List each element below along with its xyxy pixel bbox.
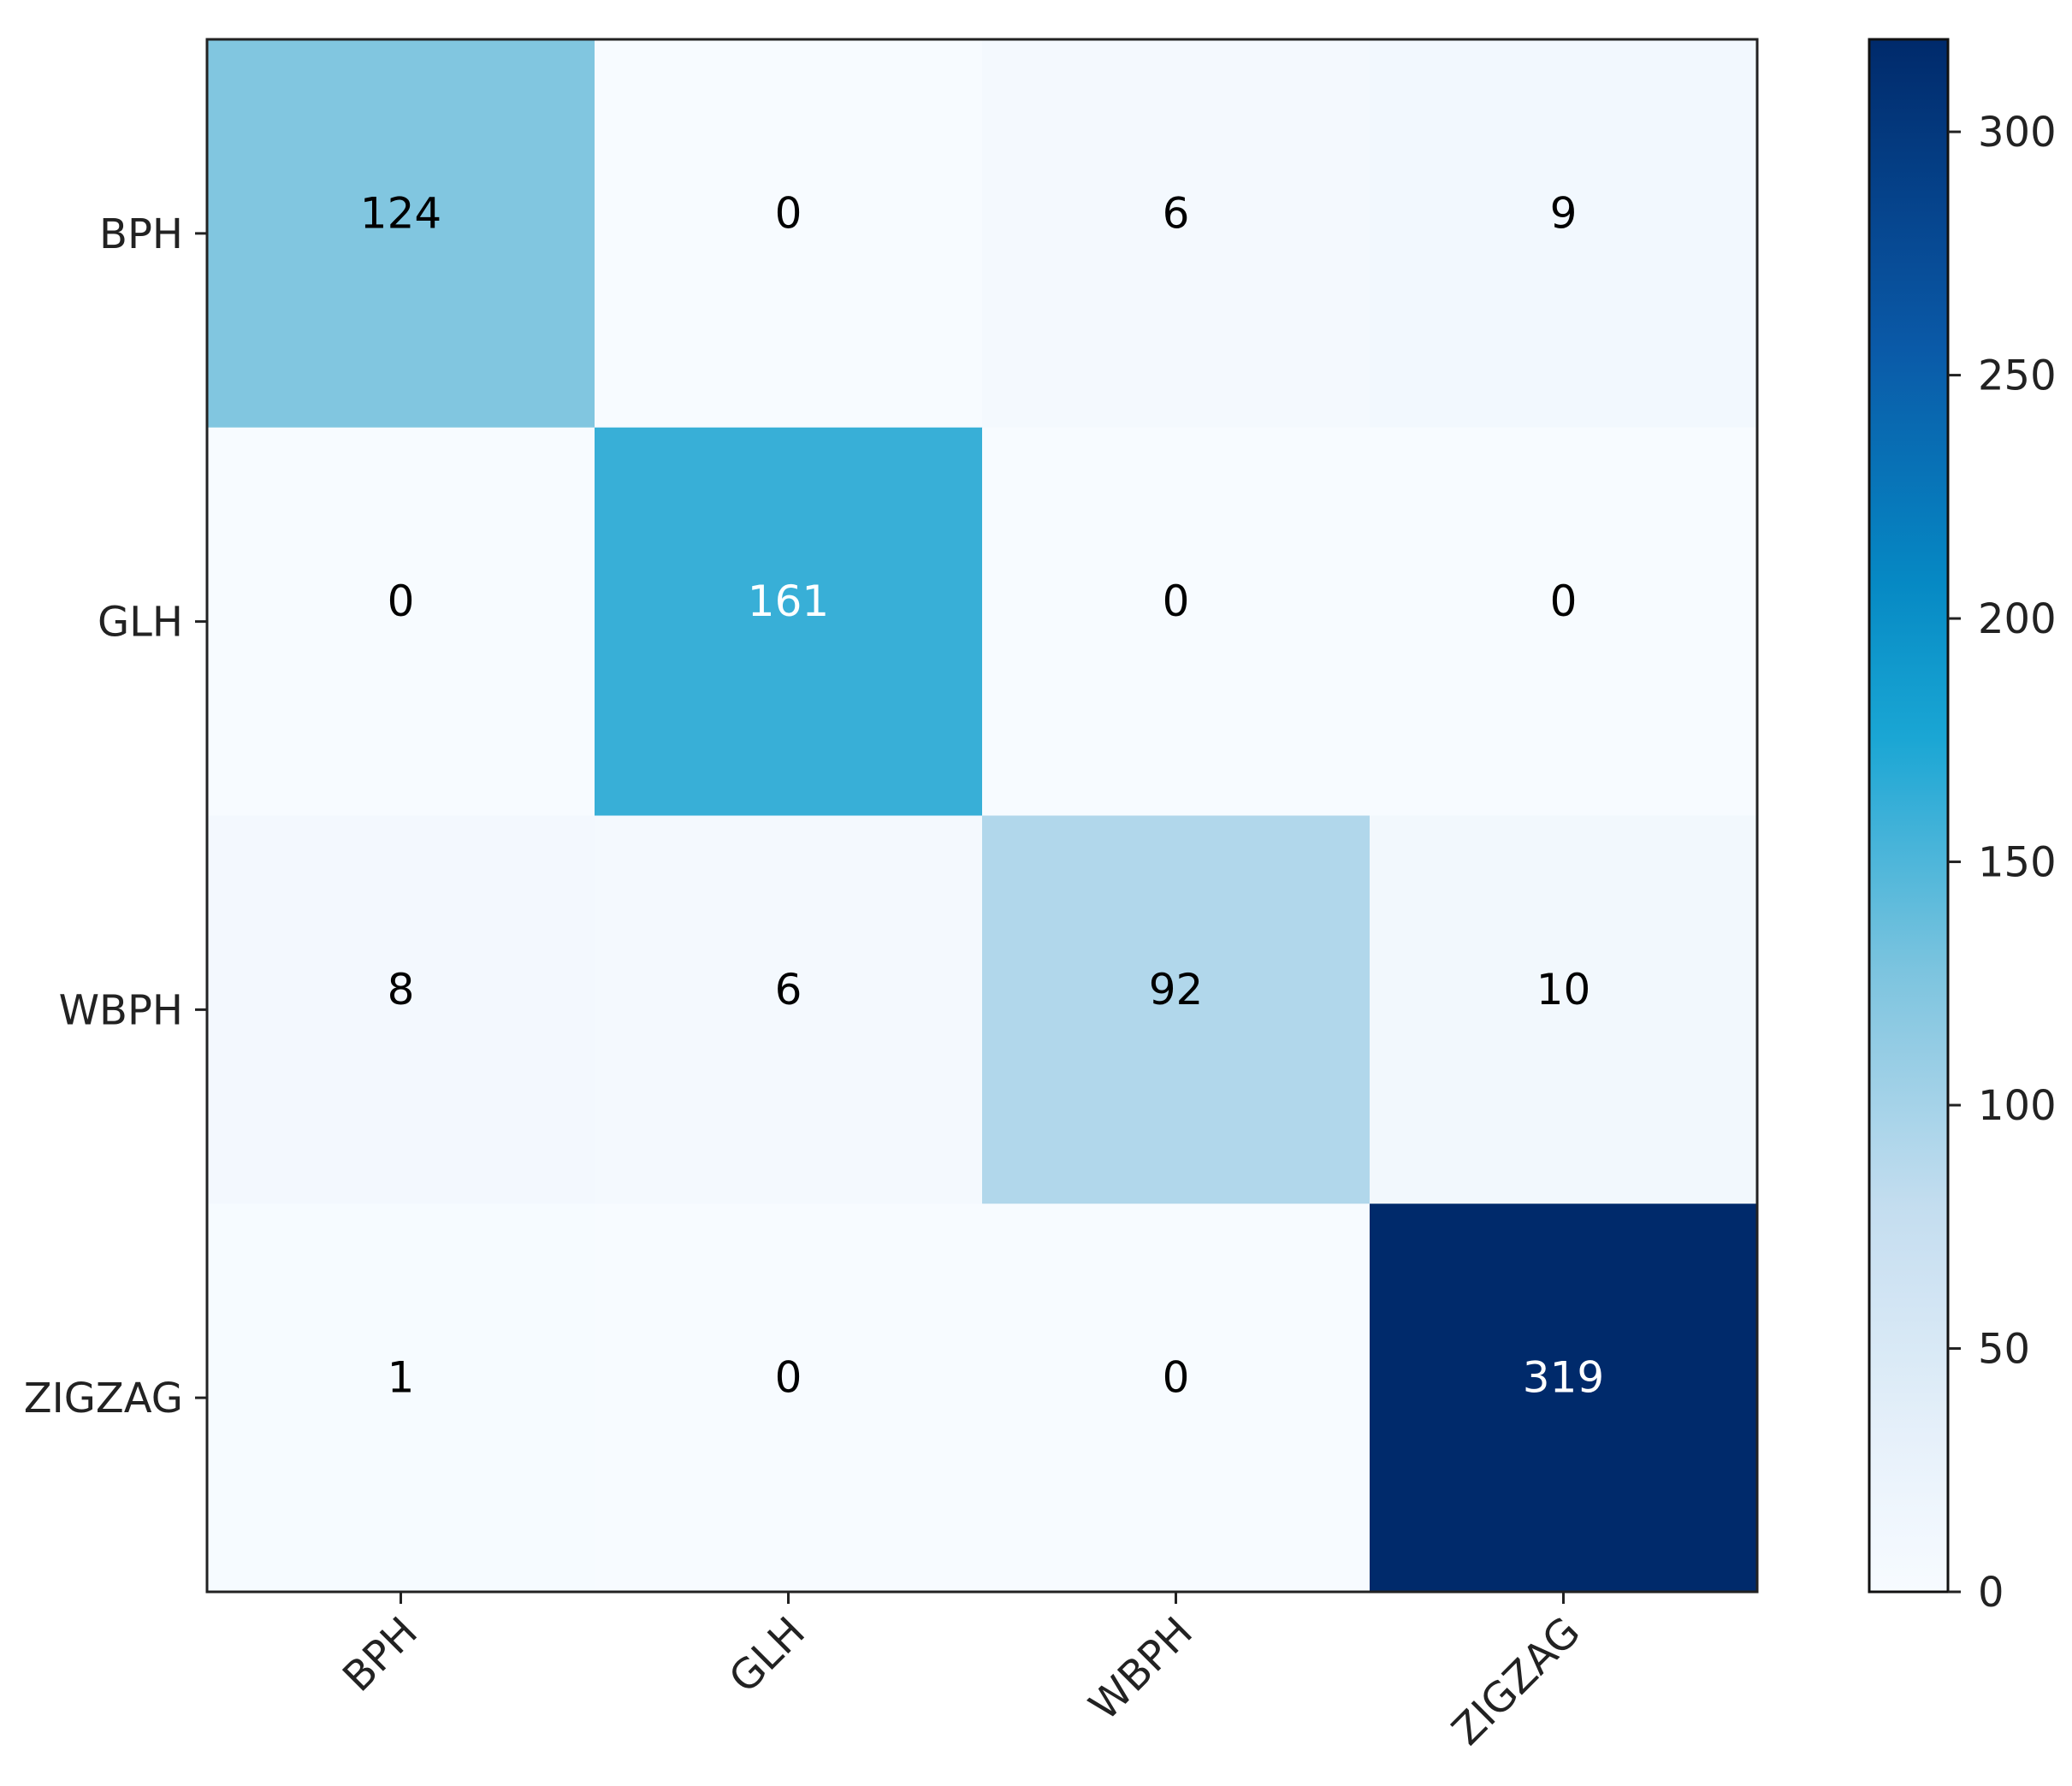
cell-value-label: 92: [1149, 965, 1204, 1014]
colorbar-tick-label: 0: [1978, 1569, 2004, 1617]
heatmap-cells: [207, 39, 1758, 1593]
cell-labels: 124 0 6 90 161 0 08 6 92 101 0 0 319: [360, 188, 1604, 1402]
heatmap-cell: [207, 815, 595, 1204]
heatmap-cell: [207, 1203, 595, 1593]
heatmap-cell: [1370, 815, 1758, 1204]
cell-value-label: 0: [1163, 577, 1190, 626]
y-axis: BPH GLH WBPH ZIGZAG: [24, 210, 207, 1422]
cell-value-label: 1: [388, 1353, 415, 1403]
cell-value-label: 319: [1523, 1353, 1604, 1403]
cell-value-label: 6: [775, 965, 802, 1014]
y-tick-label: WBPH: [59, 986, 183, 1034]
colorbar-tick-label: 200: [1978, 595, 2057, 643]
x-tick-label: WBPH: [1080, 1608, 1202, 1730]
heatmap-cell: [595, 39, 983, 429]
cell-value-label: 0: [775, 188, 802, 238]
x-tick-label: BPH: [334, 1608, 427, 1701]
cell-value-label: 0: [775, 1353, 802, 1403]
x-tick-label: GLH: [720, 1608, 814, 1702]
colorbar: [1868, 38, 1950, 1594]
heatmap-cell: [1370, 39, 1758, 429]
cell-value-label: 10: [1536, 965, 1591, 1014]
colorbar-tick-label: 100: [1978, 1082, 2057, 1130]
cell-value-label: 8: [388, 965, 415, 1014]
heatmap-cell: [595, 1203, 983, 1593]
cell-value-label: 124: [360, 188, 441, 238]
colorbar-ticks: 0 50 100 150 200 250 300: [1948, 109, 2057, 1617]
cell-value-label: 6: [1163, 188, 1190, 238]
colorbar-tick-label: 250: [1978, 352, 2057, 400]
plot-frame: [205, 38, 1759, 1594]
heatmap-cell: [1370, 1203, 1758, 1593]
heatmap-cell: [982, 1203, 1370, 1593]
x-tick-label: ZIGZAG: [1443, 1608, 1590, 1754]
cell-value-label: 0: [1550, 577, 1578, 626]
y-tick-label: GLH: [98, 599, 183, 647]
colorbar-tick-label: 150: [1978, 839, 2057, 887]
heatmap-cell: [595, 815, 983, 1204]
heatmap-cell: [982, 39, 1370, 429]
cell-value-label: 0: [388, 577, 415, 626]
heatmap-cell: [982, 427, 1370, 816]
x-axis: BPH GLH WBPH ZIGZAG: [334, 1592, 1590, 1754]
colorbar-tick-label: 300: [1978, 109, 2057, 157]
heatmap-cell: [207, 427, 595, 816]
heatmap-cell: [1370, 427, 1758, 816]
cell-value-label: 161: [748, 577, 829, 626]
heatmap-cell: [595, 427, 983, 816]
cell-value-label: 9: [1550, 188, 1578, 238]
heatmap-cell: [207, 39, 595, 429]
cell-value-label: 0: [1163, 1353, 1190, 1403]
y-tick-label: BPH: [99, 210, 183, 258]
heatmap-cell: [982, 815, 1370, 1204]
y-tick-label: ZIGZAG: [24, 1375, 183, 1422]
colorbar-tick-label: 50: [1978, 1326, 2030, 1374]
